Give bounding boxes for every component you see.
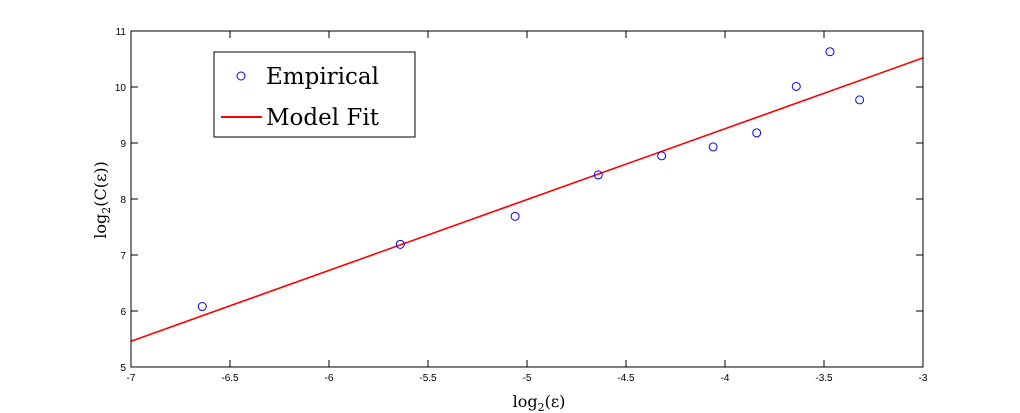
x-tick-label: -3 [919,373,928,384]
y-axis-title: log2(C(ε)) [91,161,113,239]
empirical-point [752,128,762,138]
x-tick-label: -5.5 [419,373,437,384]
legend-box [213,51,416,138]
x-axis-ticks: -7 -6.5 -6 -5.5 -5 -4.5 -4 -3.5 -3 [127,31,928,384]
x-tick-label: -4.5 [617,373,635,384]
empirical-point [791,81,801,91]
empirical-point [395,239,405,249]
legend-empirical-marker [236,71,246,81]
legend-model-fit-label: Model Fit [266,105,380,131]
x-tick-label: -7 [127,373,136,384]
plot-area [130,47,924,342]
x-tick-label: -3.5 [815,373,833,384]
empirical-point [657,151,667,161]
x-axis-title: log2(ε) [513,392,566,413]
y-axis-ticks: 5 6 7 8 9 10 11 [115,27,923,374]
y-tick-label: 8 [120,195,126,206]
empirical-point [708,142,718,152]
legend-empirical-label: Empirical [266,64,379,90]
y-tick-label: 6 [120,307,126,318]
y-tick-label: 9 [120,139,126,150]
model-fit-line [130,57,924,342]
empirical-point [197,302,207,312]
empirical-point [593,170,603,180]
x-tick-label: -6.5 [221,373,239,384]
y-tick-label: 11 [116,27,127,38]
y-tick-label: 10 [115,83,127,94]
x-tick-label: -6 [325,373,334,384]
x-tick-label: -5 [523,373,532,384]
empirical-point [510,211,520,221]
x-tick-label: -4 [721,373,730,384]
empirical-point [825,47,835,57]
legend: Empirical Model Fit [213,51,416,138]
y-tick-label: 7 [120,251,126,262]
empirical-point [855,95,865,105]
y-tick-label: 5 [120,363,126,374]
